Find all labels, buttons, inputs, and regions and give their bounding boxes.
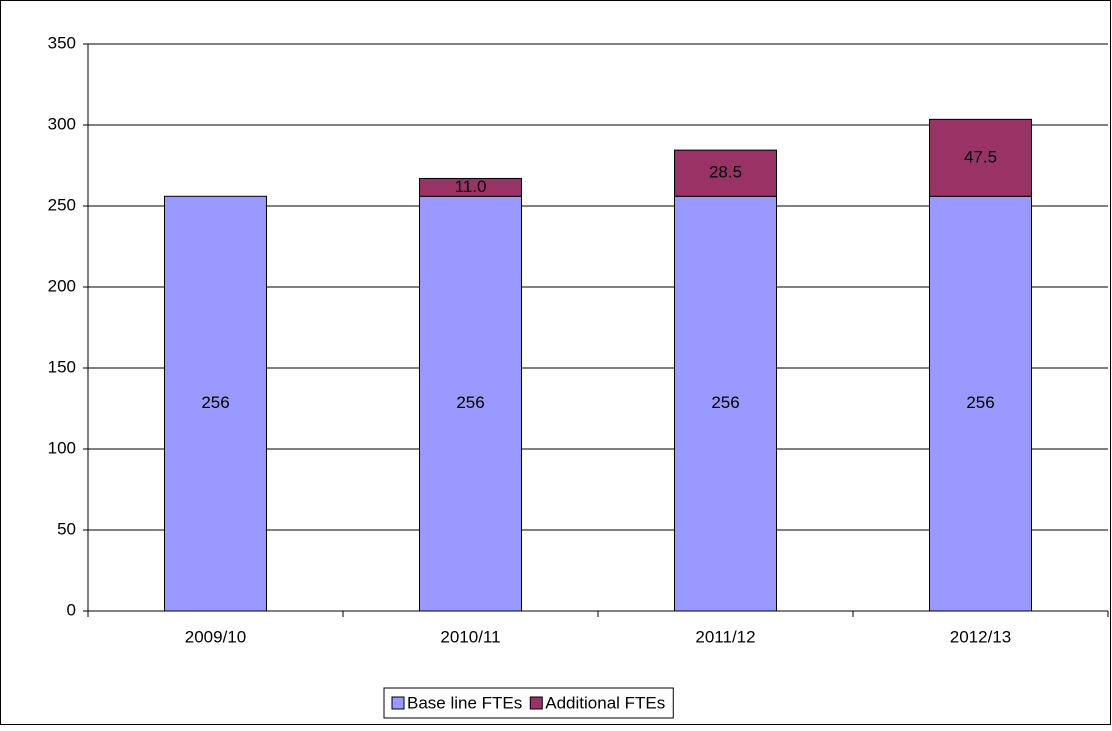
y-tick-label: 200 — [48, 276, 76, 295]
x-tick-label: 2009/10 — [185, 627, 246, 646]
data-label: 256 — [201, 393, 229, 412]
x-tick-label: 2010/11 — [440, 627, 500, 646]
data-label: 47.5 — [964, 147, 997, 166]
legend-swatch — [391, 696, 405, 710]
bar-segment — [419, 177, 522, 197]
legend: Base line FTEs Additional FTEs — [383, 687, 674, 719]
legend-box — [383, 687, 674, 719]
legend-label: Additional FTEs — [545, 693, 665, 712]
y-tick-label: 150 — [48, 357, 76, 376]
bar-segment — [419, 195, 522, 612]
y-tick-label: 0 — [67, 600, 76, 619]
bar-segment — [674, 149, 777, 197]
y-tick-label: 350 — [48, 33, 76, 52]
data-label: 28.5 — [709, 163, 742, 182]
data-label: 256 — [711, 393, 739, 412]
bar-segment — [929, 118, 1032, 197]
x-tick-label: 2011/12 — [695, 627, 755, 646]
bar-segment — [929, 195, 1032, 612]
y-tick-label: 50 — [57, 519, 76, 538]
data-label: 256 — [456, 393, 484, 412]
y-tick-label: 100 — [48, 438, 76, 457]
x-tick-label: 2012/13 — [950, 627, 1011, 646]
y-tick-label: 250 — [48, 195, 76, 214]
legend-swatch — [529, 696, 543, 710]
data-label: 11.0 — [455, 177, 487, 196]
bar-segment — [164, 195, 267, 612]
bar-segment — [674, 195, 777, 612]
y-tick-label: 300 — [48, 114, 76, 133]
legend-label: Base line FTEs — [407, 693, 522, 712]
data-label: 256 — [966, 393, 994, 412]
